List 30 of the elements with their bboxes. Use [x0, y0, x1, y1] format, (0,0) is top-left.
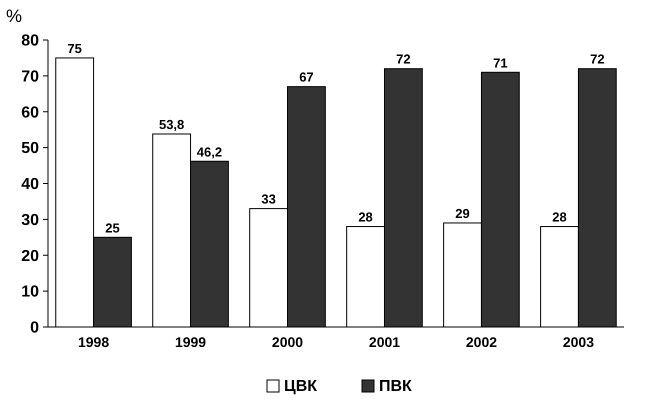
- x-tick-label: 2003: [562, 334, 594, 350]
- x-tick-label: 1998: [78, 334, 110, 350]
- x-tick-label: 2000: [272, 334, 304, 350]
- data-label: 75: [67, 40, 82, 56]
- x-tick-label: 1999: [174, 334, 206, 350]
- data-label: 46,2: [196, 144, 222, 160]
- legend-label: ЦВК: [284, 378, 318, 395]
- data-label: 72: [590, 52, 605, 67]
- data-label: 71: [493, 55, 508, 70]
- y-tick-label: 50: [21, 140, 40, 158]
- y-tick-label: 70: [21, 68, 40, 86]
- data-label: 72: [396, 52, 411, 67]
- data-label: 25: [105, 220, 120, 236]
- data-label: 53,8: [158, 116, 184, 132]
- data-label: 28: [552, 210, 567, 225]
- y-tick-label: 10: [21, 284, 40, 301]
- y-tick-label: 80: [21, 32, 40, 50]
- legend-label: ПВК: [379, 378, 412, 395]
- x-tick-label: 2001: [368, 334, 400, 350]
- data-label: 29: [455, 206, 470, 221]
- y-tick-label: 30: [21, 212, 40, 229]
- y-axis-title: %: [6, 6, 22, 26]
- y-tick-label: 60: [21, 104, 40, 122]
- data-label: 33: [261, 192, 276, 207]
- y-tick-label: 40: [21, 176, 40, 194]
- data-label: 28: [358, 210, 373, 225]
- y-tick-label: 0: [30, 320, 40, 337]
- x-tick-label: 2002: [466, 334, 498, 350]
- y-tick-label: 20: [21, 248, 40, 265]
- data-label: 67: [299, 70, 314, 85]
